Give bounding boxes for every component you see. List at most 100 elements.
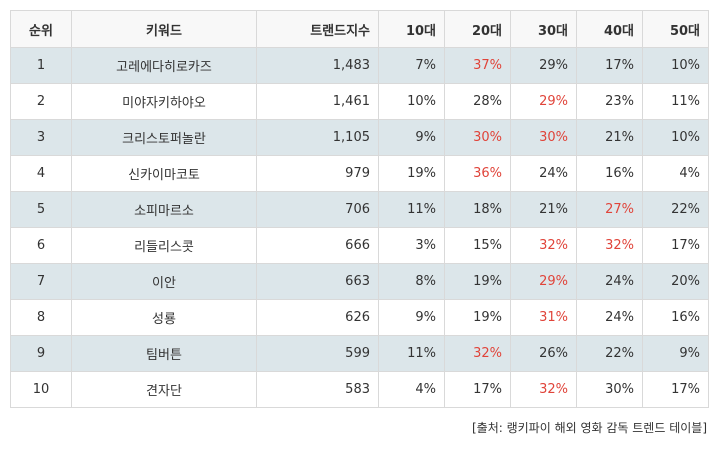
- age-50s-cell: 22%: [642, 191, 709, 228]
- header-age-50s: 50대: [642, 10, 709, 48]
- age-40s-cell: 21%: [576, 119, 643, 156]
- trend-index-cell: 1,105: [256, 119, 379, 156]
- trend-index-cell: 626: [256, 299, 379, 336]
- age-50s-cell: 11%: [642, 83, 709, 120]
- table-row: 5 소피마르소 706 11% 18% 21% 27% 22%: [10, 191, 709, 228]
- table-row: 9 팀버튼 599 11% 32% 26% 22% 9%: [10, 335, 709, 372]
- age-30s-cell: 21%: [510, 191, 577, 228]
- age-10s-cell: 19%: [378, 155, 445, 192]
- age-20s-cell: 15%: [444, 227, 511, 264]
- keyword-cell: 고레에다히로카즈: [71, 47, 257, 84]
- age-10s-cell: 4%: [378, 371, 445, 408]
- age-30s-cell: 32%: [510, 371, 577, 408]
- age-50s-cell: 20%: [642, 263, 709, 300]
- age-40s-cell: 16%: [576, 155, 643, 192]
- age-20s-cell: 17%: [444, 371, 511, 408]
- header-keyword: 키워드: [71, 10, 257, 48]
- table-row: 1 고레에다히로카즈 1,483 7% 37% 29% 17% 10%: [10, 47, 709, 84]
- age-40s-cell: 23%: [576, 83, 643, 120]
- rank-cell: 9: [10, 335, 72, 372]
- age-20s-cell: 19%: [444, 263, 511, 300]
- rank-cell: 2: [10, 83, 72, 120]
- age-40s-cell: 24%: [576, 299, 643, 336]
- age-10s-cell: 3%: [378, 227, 445, 264]
- age-30s-cell: 31%: [510, 299, 577, 336]
- keyword-cell: 미야자키하야오: [71, 83, 257, 120]
- keyword-cell: 이안: [71, 263, 257, 300]
- age-30s-cell: 30%: [510, 119, 577, 156]
- age-30s-cell: 29%: [510, 263, 577, 300]
- header-age-30s: 30대: [510, 10, 577, 48]
- table-body: 1 고레에다히로카즈 1,483 7% 37% 29% 17% 10% 2 미야자키하야오 1,46…: [10, 47, 709, 408]
- trend-index-cell: 583: [256, 371, 379, 408]
- age-10s-cell: 8%: [378, 263, 445, 300]
- age-10s-cell: 11%: [378, 335, 445, 372]
- age-20s-cell: 36%: [444, 155, 511, 192]
- age-20s-cell: 32%: [444, 335, 511, 372]
- table-row: 3 크리스토퍼놀란 1,105 9% 30% 30% 21% 10%: [10, 119, 709, 156]
- trend-index-cell: 599: [256, 335, 379, 372]
- age-40s-cell: 22%: [576, 335, 643, 372]
- table-row: 7 이안 663 8% 19% 29% 24% 20%: [10, 263, 709, 300]
- age-40s-cell: 27%: [576, 191, 643, 228]
- age-10s-cell: 10%: [378, 83, 445, 120]
- age-30s-cell: 32%: [510, 227, 577, 264]
- rank-cell: 4: [10, 155, 72, 192]
- rank-cell: 7: [10, 263, 72, 300]
- age-50s-cell: 17%: [642, 227, 709, 264]
- age-20s-cell: 30%: [444, 119, 511, 156]
- age-20s-cell: 37%: [444, 47, 511, 84]
- age-50s-cell: 16%: [642, 299, 709, 336]
- trend-index-cell: 1,461: [256, 83, 379, 120]
- keyword-cell: 신카이마코토: [71, 155, 257, 192]
- age-30s-cell: 29%: [510, 47, 577, 84]
- rank-cell: 1: [10, 47, 72, 84]
- table-row: 6 리들리스콧 666 3% 15% 32% 32% 17%: [10, 227, 709, 264]
- rank-cell: 3: [10, 119, 72, 156]
- rank-cell: 8: [10, 299, 72, 336]
- keyword-cell: 팀버튼: [71, 335, 257, 372]
- keyword-cell: 성룡: [71, 299, 257, 336]
- table-row: 4 신카이마코토 979 19% 36% 24% 16% 4%: [10, 155, 709, 192]
- age-50s-cell: 10%: [642, 119, 709, 156]
- age-20s-cell: 19%: [444, 299, 511, 336]
- rank-cell: 10: [10, 371, 72, 408]
- age-50s-cell: 17%: [642, 371, 709, 408]
- age-40s-cell: 17%: [576, 47, 643, 84]
- age-40s-cell: 24%: [576, 263, 643, 300]
- rank-cell: 6: [10, 227, 72, 264]
- keyword-cell: 견자단: [71, 371, 257, 408]
- trend-index-cell: 979: [256, 155, 379, 192]
- age-30s-cell: 26%: [510, 335, 577, 372]
- director-trend-table: 순위 키워드 트랜드지수 10대 20대 30대 40대 50대 1 고레에다히로…: [10, 10, 709, 408]
- age-30s-cell: 29%: [510, 83, 577, 120]
- trend-index-cell: 1,483: [256, 47, 379, 84]
- age-40s-cell: 30%: [576, 371, 643, 408]
- source-note: [출처: 랭키파이 해외 영화 감독 트렌드 테이블]: [471, 421, 707, 435]
- header-age-20s: 20대: [444, 10, 511, 48]
- keyword-cell: 크리스토퍼놀란: [71, 119, 257, 156]
- age-20s-cell: 28%: [444, 83, 511, 120]
- header-age-40s: 40대: [576, 10, 643, 48]
- age-20s-cell: 18%: [444, 191, 511, 228]
- keyword-cell: 리들리스콧: [71, 227, 257, 264]
- table-row: 2 미야자키하야오 1,461 10% 28% 29% 23% 11%: [10, 83, 709, 120]
- table-row: 10 견자단 583 4% 17% 32% 30% 17%: [10, 371, 709, 408]
- trend-index-cell: 663: [256, 263, 379, 300]
- rank-cell: 5: [10, 191, 72, 228]
- trend-index-cell: 706: [256, 191, 379, 228]
- age-40s-cell: 32%: [576, 227, 643, 264]
- age-50s-cell: 9%: [642, 335, 709, 372]
- age-10s-cell: 7%: [378, 47, 445, 84]
- header-trend-index: 트랜드지수: [256, 10, 379, 48]
- trend-index-cell: 666: [256, 227, 379, 264]
- table-row: 8 성룡 626 9% 19% 31% 24% 16%: [10, 299, 709, 336]
- header-age-10s: 10대: [378, 10, 445, 48]
- age-10s-cell: 9%: [378, 119, 445, 156]
- age-50s-cell: 10%: [642, 47, 709, 84]
- age-50s-cell: 4%: [642, 155, 709, 192]
- age-30s-cell: 24%: [510, 155, 577, 192]
- age-10s-cell: 9%: [378, 299, 445, 336]
- keyword-cell: 소피마르소: [71, 191, 257, 228]
